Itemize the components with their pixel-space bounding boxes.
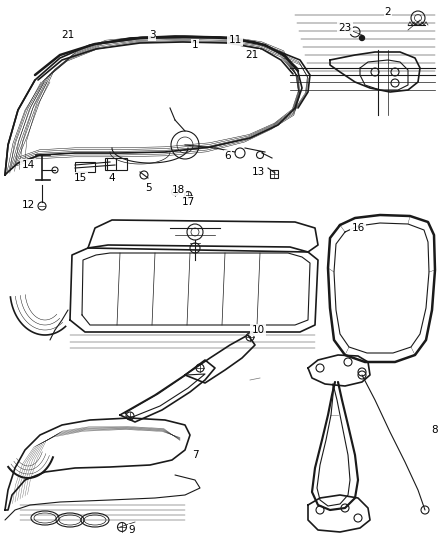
Text: 5: 5 xyxy=(145,183,151,193)
Text: 1: 1 xyxy=(192,40,198,50)
Text: 11: 11 xyxy=(228,35,242,45)
Text: 23: 23 xyxy=(339,23,352,33)
Text: 21: 21 xyxy=(61,30,74,40)
Text: 6: 6 xyxy=(225,151,231,161)
Text: 2: 2 xyxy=(385,7,391,17)
Text: 8: 8 xyxy=(432,425,438,435)
Text: 21: 21 xyxy=(245,50,258,60)
Bar xyxy=(105,158,127,170)
Text: 14: 14 xyxy=(21,160,35,170)
Text: 15: 15 xyxy=(74,173,87,183)
Text: 16: 16 xyxy=(351,223,364,233)
Text: 7: 7 xyxy=(192,450,198,460)
Text: 9: 9 xyxy=(129,525,135,533)
Text: 10: 10 xyxy=(251,325,265,335)
Bar xyxy=(270,170,278,178)
Bar xyxy=(75,162,95,172)
Text: 4: 4 xyxy=(109,173,115,183)
Text: 17: 17 xyxy=(181,197,194,207)
Text: 13: 13 xyxy=(251,167,265,177)
Text: 18: 18 xyxy=(171,185,185,195)
Circle shape xyxy=(360,36,364,41)
Text: 3: 3 xyxy=(148,30,155,40)
Text: 12: 12 xyxy=(21,200,35,210)
